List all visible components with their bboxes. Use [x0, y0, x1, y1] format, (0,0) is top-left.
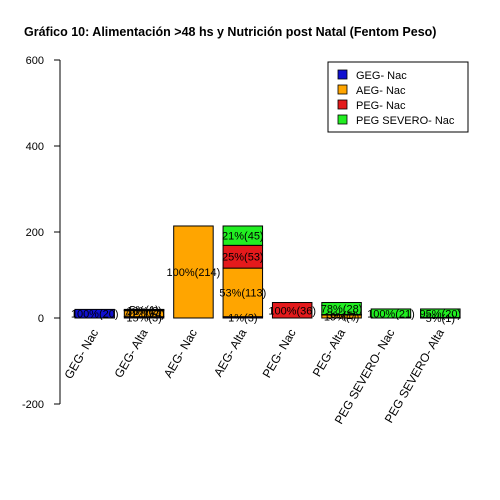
y-axis: -200 0 200 400 600 [22, 55, 61, 411]
data-label: 100%(214) [167, 267, 221, 279]
y-tick-label: 0 [38, 313, 44, 325]
x-tick-label: GEG- Alta [112, 326, 151, 380]
x-tick-label: PEG- Alta [310, 326, 349, 379]
bar-segment [74, 308, 115, 319]
x-tick-label: AEG- Nac [161, 327, 200, 381]
data-label: 10%(2) [126, 305, 161, 317]
x-axis-labels: GEG- Nac GEG- Alta AEG- Nac AEG- Alta PEG- N… [61, 326, 447, 426]
data-label: 21%(45) [222, 231, 264, 243]
bar-segment [271, 302, 313, 319]
legend-entry: AEG- Nac [356, 85, 406, 97]
legend-swatch [337, 69, 348, 80]
data-label: 70%(14) [123, 309, 165, 321]
bar-segment [222, 225, 264, 246]
data-labels: 100%(20) 15%(3)70%(14)10%(2)5%(1)100%(214… [71, 231, 461, 325]
data-label: 3%(1) [327, 310, 356, 322]
data-label: 5%(1) [426, 313, 455, 325]
data-label: 19%(7) [324, 311, 359, 323]
bar-segment [123, 308, 165, 311]
bar-segment [321, 302, 362, 316]
x-tick-label: AEG- Alta [211, 326, 250, 379]
data-label: 100%(20) [71, 309, 119, 321]
legend-entry: PEG SEVERO- Nac [356, 115, 455, 127]
data-label: 25%(53) [222, 252, 264, 264]
bar-segment [370, 308, 412, 319]
y-tick-label: -200 [22, 399, 44, 411]
legend-swatch [337, 114, 348, 125]
data-label: 15%(3) [126, 312, 161, 324]
bar-segment [420, 308, 461, 319]
bars [74, 225, 461, 319]
legend-entry: PEG- Nac [356, 100, 406, 112]
x-tick-label: GEG- Nac [61, 327, 101, 382]
bar-segment [222, 267, 264, 318]
data-label: 95%(20) [420, 308, 462, 320]
data-label: 1%(3) [228, 312, 257, 324]
legend-box [327, 61, 469, 133]
legend-swatch [337, 84, 348, 95]
chart-title: Gráfico 10: Alimentación >48 hs y Nutric… [24, 25, 436, 39]
data-label: 100%(21) [367, 308, 415, 320]
data-label: 78%(28) [321, 304, 363, 316]
bar-segment [173, 225, 214, 319]
data-label: 100%(36) [268, 305, 316, 317]
y-tick-label: 600 [26, 55, 44, 67]
data-label: 53%(113) [219, 287, 266, 299]
legend-swatch [337, 99, 348, 110]
legend: GEG- Nac AEG- Nac PEG- Nac PEG SEVERO- Nac [327, 61, 469, 133]
y-tick-label: 200 [26, 227, 44, 239]
y-tick-label: 400 [26, 141, 44, 153]
legend-entry: GEG- Nac [356, 70, 407, 82]
data-label: 5%(1) [129, 305, 158, 317]
x-tick-label: PEG- Nac [260, 327, 299, 381]
